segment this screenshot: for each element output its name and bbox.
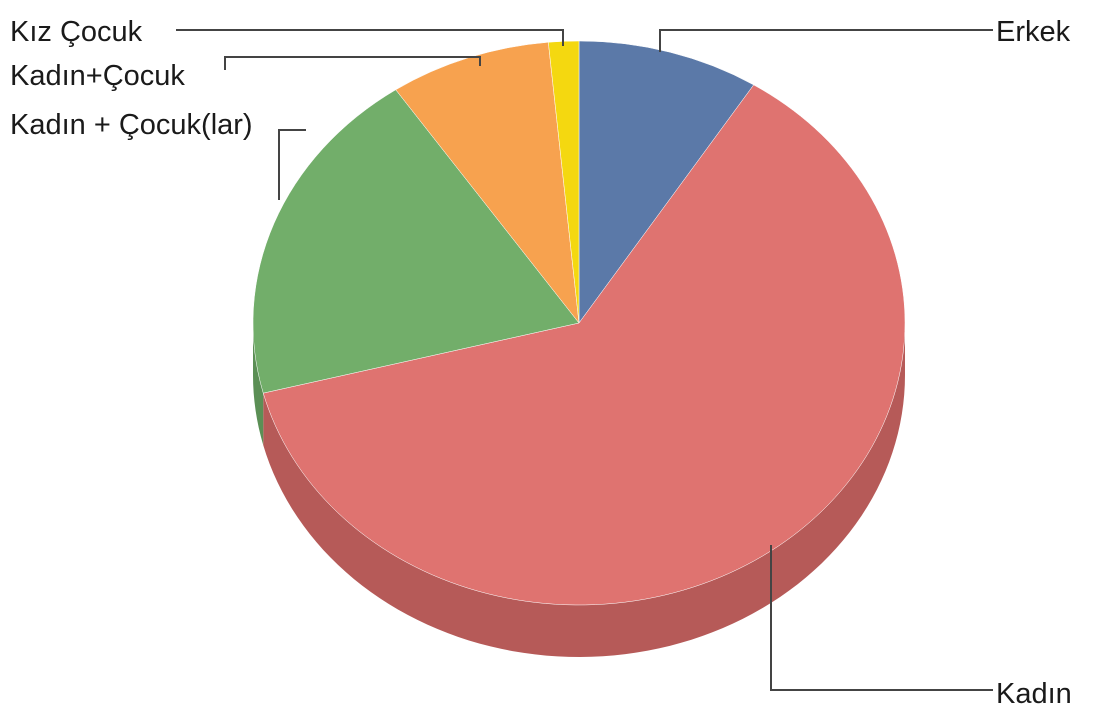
slice-label-kiz-cocuk: Kız Çocuk [10, 16, 143, 48]
pie-side-kadin-cocuk-lar [253, 323, 264, 446]
leader-erkek [659, 29, 993, 52]
slice-label-erkek: Erkek [996, 16, 1071, 48]
pie-side-kadin [263, 323, 905, 657]
leader-kadin-cocuklar [278, 129, 306, 200]
slice-label-kadin: Kadın [996, 678, 1072, 710]
leader-kadin-cocuk [224, 56, 481, 70]
leader-lines [176, 29, 993, 691]
leader-kiz-cocuk [176, 29, 564, 46]
slice-labels: Erkek Kadın Kadın + Çocuk(lar) Kadın+Çoc… [10, 16, 1072, 710]
pie-slice-kadin-cocuk-lar [252, 89, 580, 394]
pie-slice-erkek [578, 40, 755, 324]
pie-sides [253, 323, 905, 657]
pie-slices [252, 40, 906, 606]
slice-label-kadin-cocuk: Kadın+Çocuk [10, 60, 185, 92]
leader-kadin [770, 545, 993, 691]
slice-label-kadin-cocuklar: Kadın + Çocuk(lar) [10, 109, 253, 141]
